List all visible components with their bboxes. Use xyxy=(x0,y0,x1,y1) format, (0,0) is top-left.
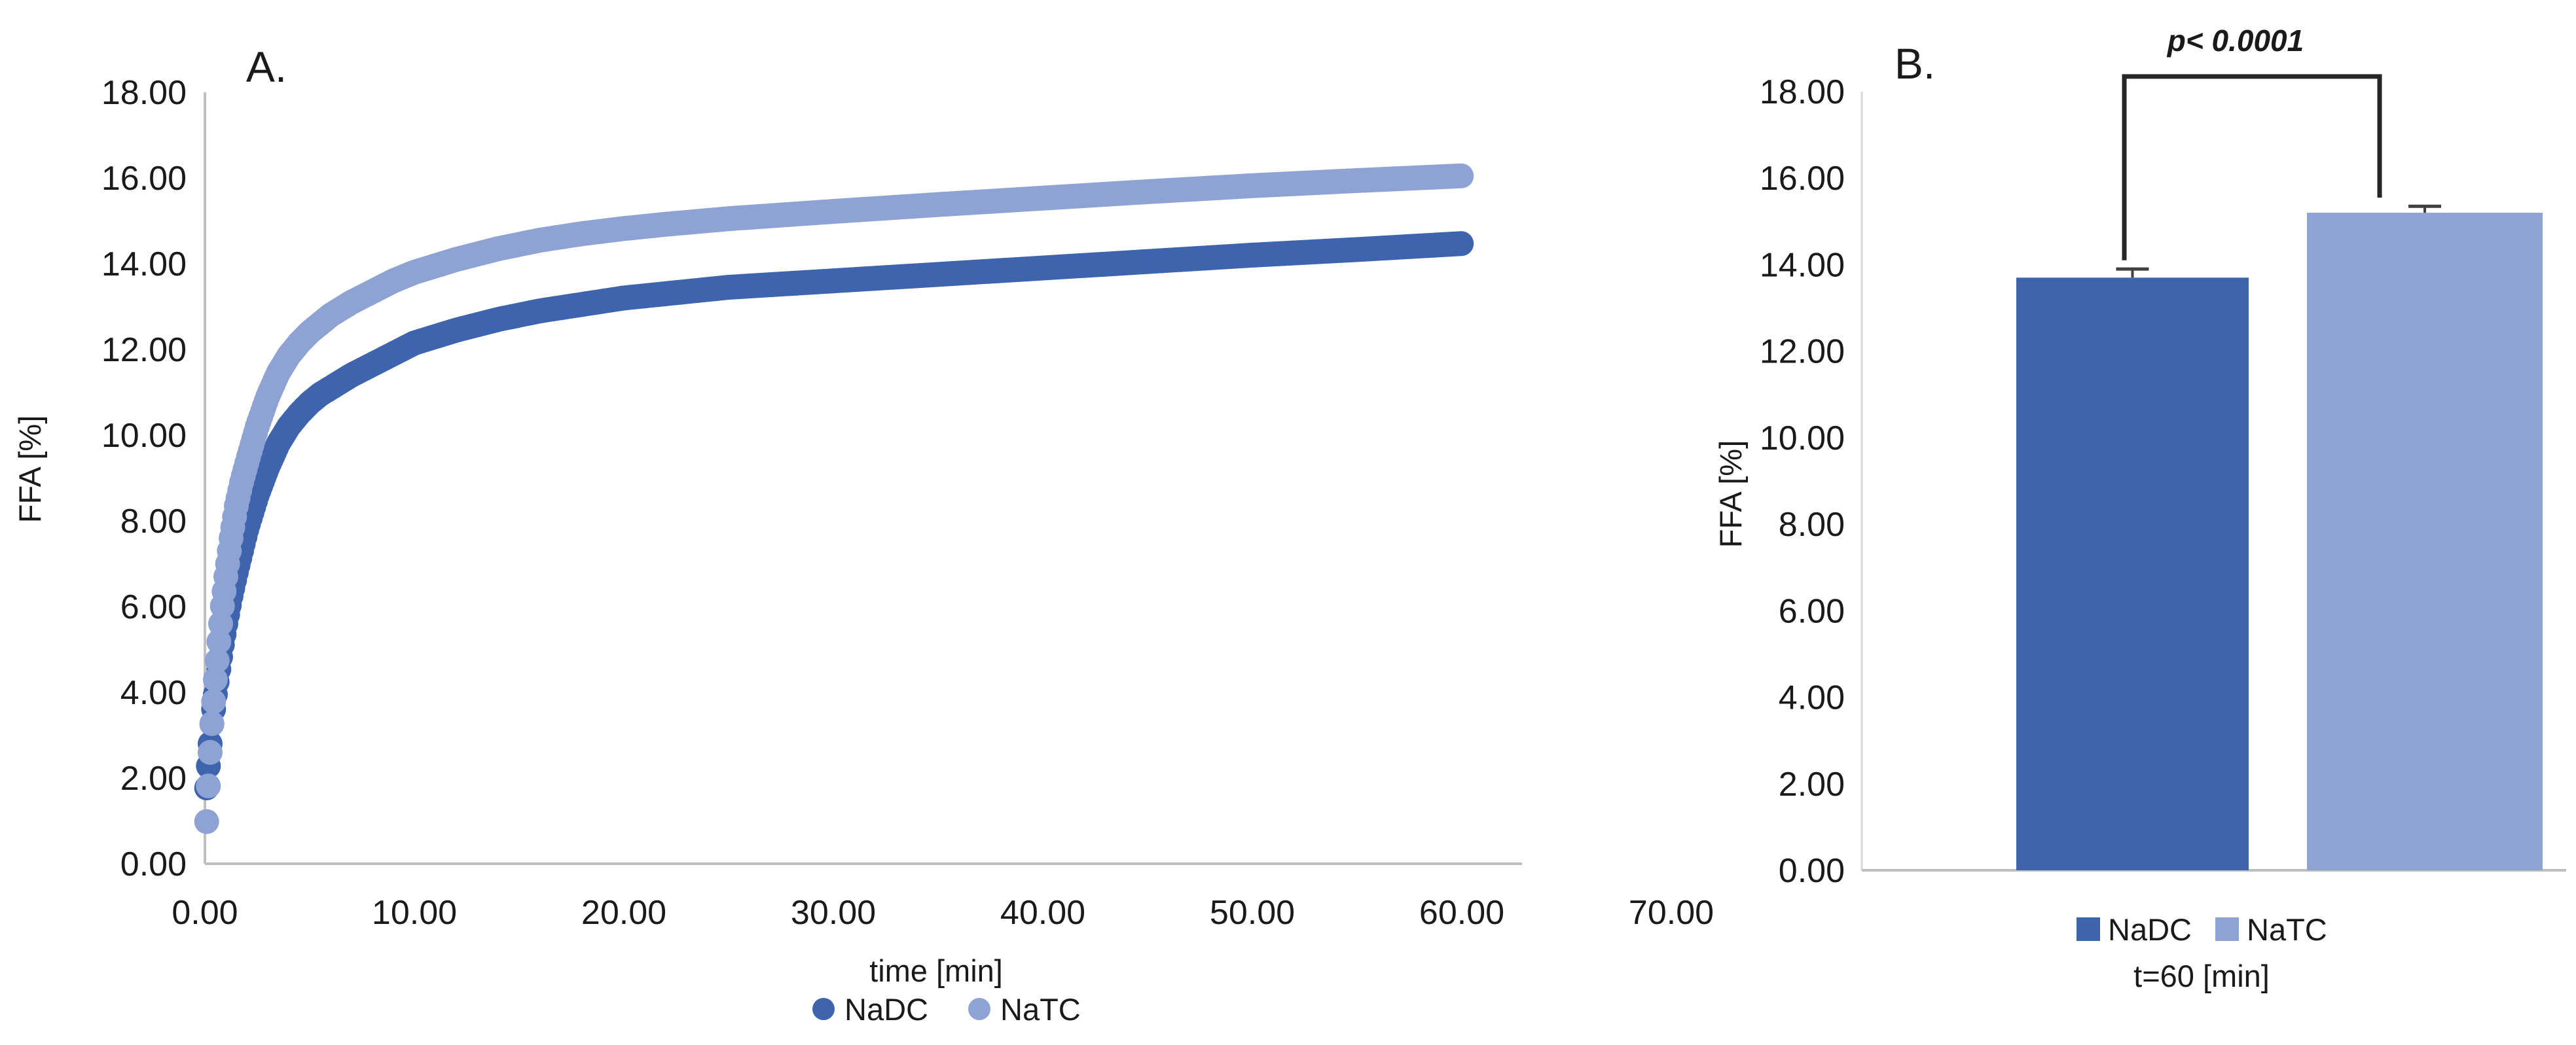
significance-bracket xyxy=(2122,74,2382,260)
panel-b-y-tick: 10.00 xyxy=(1760,419,1845,457)
p-value-annotation: p< 0.0001 xyxy=(2166,24,2304,58)
natc-data-point xyxy=(1449,163,1474,188)
panel-b-legend: NaDC NaTC xyxy=(2077,912,2327,947)
panel-a-y-tick: 16.00 xyxy=(101,160,187,198)
nadc-bar xyxy=(2016,277,2249,870)
panel-a-x-tick: 20.00 xyxy=(581,894,666,932)
natc-data-point xyxy=(198,739,223,765)
legend-label-nadc: NaDC xyxy=(844,992,928,1027)
panel-a-x-tick: 10.00 xyxy=(372,894,457,932)
natc-data-point xyxy=(199,711,225,736)
panel-b-y-tick: 6.00 xyxy=(1779,592,1845,630)
panel-b-bars xyxy=(2016,213,2543,871)
natc-data-point xyxy=(206,629,232,654)
panel-a-legend: NaDC NaTC xyxy=(812,992,1081,1027)
natc-data-point xyxy=(204,648,230,673)
nadc-data-point xyxy=(1449,231,1474,257)
panel-b-y-tick: 8.00 xyxy=(1779,506,1845,544)
panel-b-error-bars xyxy=(2116,204,2441,278)
panel-a-y-tick: 2.00 xyxy=(120,760,187,798)
panel-a-x-tick-labels: 0.00 10.00 20.00 30.00 40.00 50.00 60.00 70.00 xyxy=(172,894,1714,932)
legend-label-nadc-b: NaDC xyxy=(2108,912,2192,947)
panel-a-label: A. xyxy=(246,43,287,91)
panel-b-y-tick: 14.00 xyxy=(1760,246,1845,284)
panel-b: B. 0.00 2.00 4.00 6.00 8.00 10.00 12.00 14.00 16… xyxy=(1713,24,2566,993)
panel-a-x-tick: 70.00 xyxy=(1629,894,1714,932)
panel-b-y-tick: 16.00 xyxy=(1760,160,1845,198)
panel-b-y-tick-labels: 0.00 2.00 4.00 6.00 8.00 10.00 12.00 14.00 16.00… xyxy=(1760,73,1845,890)
panel-a-x-tick: 60.00 xyxy=(1419,894,1504,932)
panel-b-y-axis-title: FFA [%] xyxy=(1713,440,1748,548)
panel-a-x-tick: 50.00 xyxy=(1210,894,1295,932)
legend-label-natc-b: NaTC xyxy=(2247,912,2327,947)
legend-marker-natc-icon xyxy=(968,998,990,1020)
panel-b-x-caption: t=60 [min] xyxy=(2133,959,2270,993)
natc-data-point xyxy=(194,809,219,834)
natc-data-point xyxy=(203,667,228,692)
panel-a-y-tick: 6.00 xyxy=(120,588,187,626)
panel-a-y-tick: 14.00 xyxy=(101,245,187,283)
natc-data-point xyxy=(196,773,221,799)
legend-marker-nadc-icon xyxy=(812,998,835,1020)
panel-b-y-tick: 12.00 xyxy=(1760,333,1845,371)
panel-a-x-tick: 0.00 xyxy=(172,894,238,932)
natc-bar xyxy=(2307,213,2543,871)
panel-a-y-tick: 8.00 xyxy=(120,503,187,540)
panel-a: A. 0.00 2.00 4.00 6.00 8.00 10.00 12.00 14.00 16… xyxy=(12,43,1714,1027)
panel-b-label: B. xyxy=(1895,39,1935,88)
panel-a-y-tick: 12.00 xyxy=(101,331,187,369)
panel-a-x-axis-title: time [min] xyxy=(869,953,1003,988)
panel-a-y-tick: 10.00 xyxy=(101,417,187,455)
legend-label-natc: NaTC xyxy=(1000,992,1081,1027)
panel-b-y-tick: 18.00 xyxy=(1760,73,1845,111)
panel-b-y-tick: 2.00 xyxy=(1779,766,1845,804)
panel-a-y-tick: 0.00 xyxy=(120,845,187,883)
panel-a-x-tick: 30.00 xyxy=(791,894,876,932)
panel-b-y-tick: 4.00 xyxy=(1779,679,1845,717)
legend-swatch-natc-icon xyxy=(2215,917,2239,941)
natc-data-point xyxy=(201,689,227,715)
panel-a-y-tick: 18.00 xyxy=(101,74,187,112)
panel-a-y-axis-title: FFA [%] xyxy=(12,416,47,523)
panel-a-x-tick: 40.00 xyxy=(1000,894,1085,932)
panel-a-y-tick: 4.00 xyxy=(120,674,187,712)
panel-b-y-tick: 0.00 xyxy=(1779,852,1845,890)
panel-a-y-tick-labels: 0.00 2.00 4.00 6.00 8.00 10.00 12.00 14.00 16.00… xyxy=(101,74,187,883)
panel-a-data-points xyxy=(194,163,1474,834)
bracket-line xyxy=(2122,74,2382,260)
legend-swatch-nadc-icon xyxy=(2077,917,2100,941)
